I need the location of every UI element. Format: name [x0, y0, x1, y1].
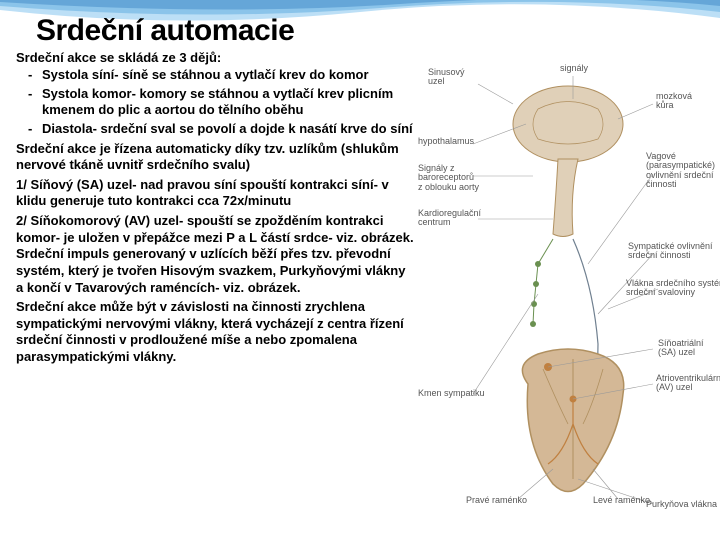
diagram-label: Sinusovýuzel [428, 68, 465, 87]
bullet-item: Systola komor- komory se stáhnou a vytla… [28, 86, 414, 119]
heart-nerve-diagram: Sinusovýuzel signály mozkovákůra hypotha… [418, 64, 718, 514]
bullet-list: Systola síní- síně se stáhnou a vytlačí … [16, 67, 414, 138]
paragraph: 2/ Síňokomorový (AV) uzel- spouští se zp… [16, 213, 414, 296]
diagram-label: Vlákna srdečního systémusrdeční svalovin… [626, 279, 720, 298]
diagram-label: Purkyňova vlákna [646, 500, 717, 509]
subtitle: Srdeční akce se skládá ze 3 dějů: [16, 50, 414, 65]
bullet-item: Systola síní- síně se stáhnou a vytlačí … [28, 67, 414, 84]
diagram-label: signály [560, 64, 588, 73]
diagram-label: Kardioregulačnícentrum [418, 209, 481, 228]
diagram-label: Pravé raménko [466, 496, 527, 505]
paragraph: Srdeční akce je řízena automaticky díky … [16, 141, 414, 174]
diagram-label: Sympatické ovlivněnísrdeční činnosti [628, 242, 713, 261]
diagram-label: mozkovákůra [656, 92, 692, 111]
diagram-label: Atrioventrikulární(AV) uzel [656, 374, 720, 393]
diagram-label: Síňoatriální(SA) uzel [658, 339, 704, 358]
diagram-label: Vagové(parasympatické)ovlivnění srdečníč… [646, 152, 715, 190]
paragraph: 1/ Síňový (SA) uzel- nad pravou síní spo… [16, 177, 414, 210]
bullet-item: Diastola- srdeční sval se povolí a dojde… [28, 121, 414, 138]
text-column: Srdeční automacie Srdeční akce se skládá… [16, 14, 414, 366]
paragraph: Srdeční akce může být v závislosti na či… [16, 299, 414, 366]
diagram-label: Kmen sympatiku [418, 389, 485, 398]
page-title: Srdeční automacie [36, 14, 414, 48]
diagram-label: hypothalamus [418, 137, 474, 146]
diagram-column: Sinusovýuzel signály mozkovákůra hypotha… [424, 14, 704, 366]
diagram-label: Signály zbaroreceptorůz oblouku aorty [418, 164, 479, 192]
diagram-label: Levé raménko [593, 496, 650, 505]
